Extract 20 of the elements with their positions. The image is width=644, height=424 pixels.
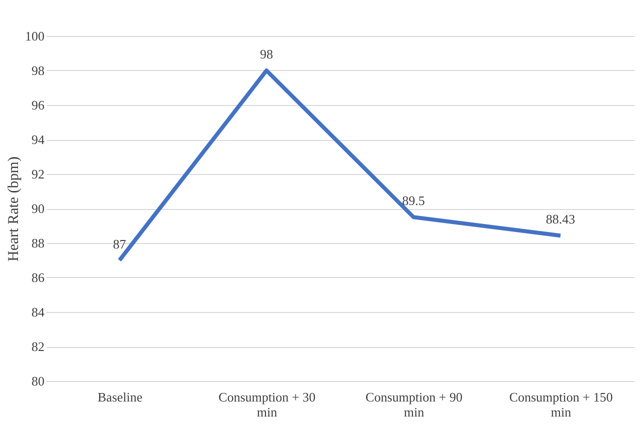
y-tick-label: 94 [32, 132, 45, 147]
data-label: 88.43 [546, 212, 576, 227]
data-label: 89.5 [402, 193, 425, 208]
y-tick-label: 80 [32, 374, 44, 388]
y-axis-title: Heart Rate (bpm) [6, 156, 22, 262]
x-tick-label: Consumption + 150 min [509, 390, 613, 420]
y-tick-label: 98 [32, 63, 44, 78]
y-tick-label: 84 [32, 304, 45, 320]
y-tick-label: 82 [32, 339, 44, 354]
y-tick-label: 88 [32, 236, 44, 250]
x-tick-label: Consumption + 90 min [366, 390, 462, 420]
x-tick-label: Consumption + 30 min [218, 390, 316, 420]
data-label: 87 [113, 236, 126, 252]
y-tick-label: 86 [32, 270, 45, 285]
y-tick-label: 100 [25, 28, 44, 44]
data-label: 98 [260, 46, 273, 62]
y-tick-label: 96 [32, 98, 45, 112]
x-tick-label: Baseline [98, 390, 143, 404]
y-tick-label: 92 [32, 166, 44, 182]
y-tick-label: 90 [32, 201, 44, 216]
